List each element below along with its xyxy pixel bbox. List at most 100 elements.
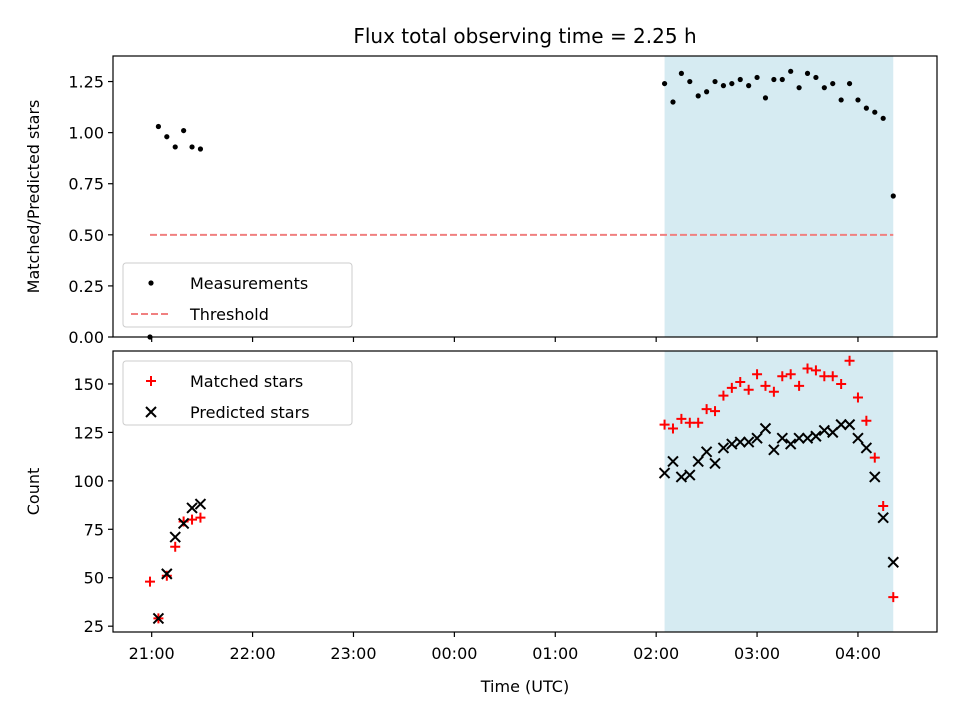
data-point — [186, 502, 198, 514]
x-tick-label: 21:00 — [129, 644, 175, 663]
data-point — [827, 371, 838, 382]
data-point — [861, 415, 872, 426]
data-point — [177, 517, 190, 530]
data-point — [852, 392, 863, 403]
data-point — [785, 369, 796, 380]
data-point — [172, 144, 178, 150]
data-point — [818, 424, 831, 437]
data-point — [838, 97, 844, 103]
data-point — [768, 444, 780, 456]
data-point — [667, 455, 679, 468]
data-point — [667, 423, 678, 434]
data-point — [676, 413, 687, 424]
data-point — [852, 432, 864, 444]
data-point — [701, 404, 712, 415]
data-point — [169, 531, 181, 543]
data-point — [788, 68, 794, 74]
data-point — [735, 377, 746, 388]
data-point — [729, 80, 735, 87]
legend-label: Measurements — [190, 274, 308, 293]
data-point — [777, 371, 788, 382]
data-point — [872, 109, 878, 115]
data-point — [890, 193, 896, 199]
data-point — [810, 430, 822, 442]
data-point — [844, 355, 855, 366]
chart-title: Flux total observing time = 2.25 h — [353, 24, 696, 48]
y-tick-label: 75 — [84, 520, 104, 539]
data-point — [726, 438, 738, 450]
y-tick-label: 0.75 — [68, 175, 104, 194]
data-point — [720, 83, 727, 89]
data-point — [759, 422, 772, 435]
series-measurements — [147, 68, 896, 340]
data-point — [712, 78, 718, 85]
x-tick-label: 23:00 — [330, 644, 376, 663]
data-point — [821, 85, 827, 91]
data-point — [869, 471, 881, 483]
data-point — [860, 442, 873, 454]
y-tick-label: 125 — [73, 423, 104, 442]
legend: Matched stars Predicted stars — [122, 360, 353, 426]
data-point — [762, 95, 769, 101]
data-point — [742, 436, 755, 448]
legend: Measurements Threshold — [122, 262, 353, 328]
axes-frame — [112, 350, 938, 633]
y-axis-label: Matched/Predicted stars — [24, 100, 43, 294]
data-point — [189, 144, 195, 150]
data-point — [843, 418, 856, 431]
data-point — [801, 432, 814, 444]
data-point — [752, 369, 763, 380]
data-point — [734, 436, 746, 448]
data-point — [709, 457, 721, 470]
data-point — [684, 469, 696, 481]
y-tick-label: 1.00 — [68, 124, 104, 143]
legend-box — [122, 262, 353, 328]
data-point — [152, 612, 165, 625]
data-point — [181, 127, 187, 134]
data-point — [658, 467, 671, 479]
data-point — [804, 70, 811, 76]
data-point — [726, 382, 737, 393]
data-point — [869, 452, 880, 463]
data-point — [794, 380, 805, 391]
x-tick-label: 03:00 — [734, 644, 780, 663]
legend-marker — [145, 406, 157, 418]
data-point — [793, 432, 805, 444]
data-point — [692, 455, 704, 468]
data-point — [178, 516, 189, 527]
y-tick-label: 150 — [73, 375, 104, 394]
data-point — [704, 89, 710, 95]
y-tick-label: 0.50 — [68, 226, 104, 245]
data-point — [670, 99, 676, 105]
data-point — [771, 76, 777, 83]
data-point — [810, 365, 821, 376]
data-point — [155, 123, 162, 130]
data-point — [796, 85, 802, 91]
data-point — [746, 83, 752, 89]
data-point — [687, 78, 693, 85]
legend-label: Predicted stars — [190, 403, 310, 422]
data-point — [675, 471, 688, 483]
data-point — [718, 390, 729, 401]
data-point — [784, 438, 797, 450]
data-point — [855, 97, 861, 103]
y-tick-label: 0.00 — [68, 328, 104, 347]
data-point — [877, 511, 889, 524]
data-point — [888, 592, 899, 603]
y-tick-label: 100 — [73, 472, 104, 491]
legend-box — [122, 360, 353, 426]
data-point — [661, 80, 668, 87]
data-point — [678, 70, 684, 76]
data-point — [737, 76, 743, 83]
x-tick-label: 01:00 — [532, 644, 578, 663]
data-point — [700, 446, 713, 458]
data-point — [835, 418, 847, 431]
y-tick-label: 25 — [84, 617, 104, 636]
data-point — [161, 570, 172, 581]
data-point — [695, 93, 701, 99]
x-tick-label: 02:00 — [633, 644, 679, 663]
data-point — [880, 115, 886, 121]
data-point — [693, 417, 704, 428]
